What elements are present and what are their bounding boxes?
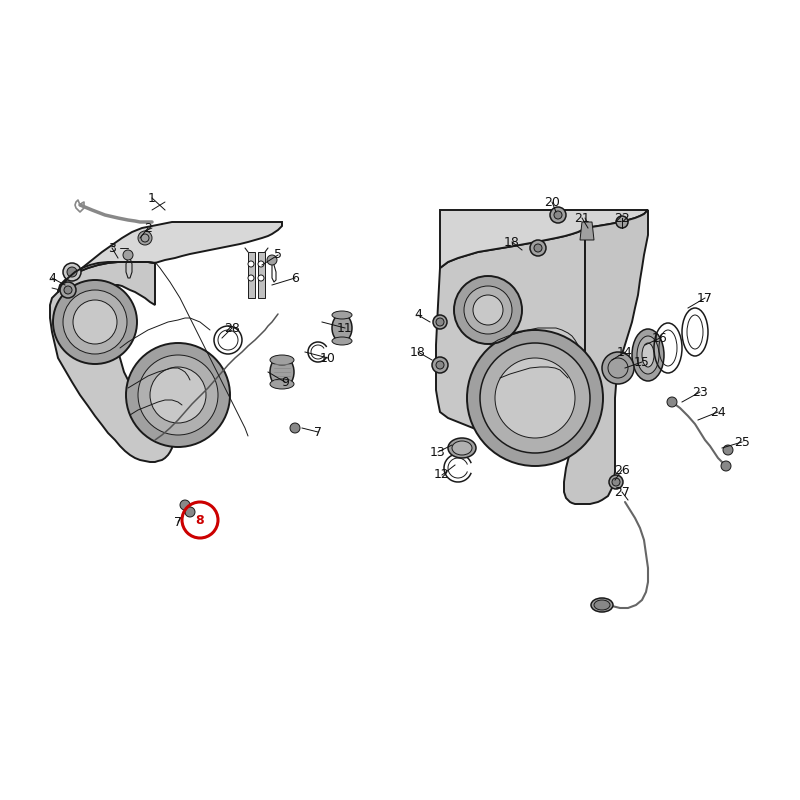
Circle shape [138, 231, 152, 245]
Circle shape [63, 290, 127, 354]
Ellipse shape [642, 343, 654, 367]
Circle shape [290, 423, 300, 433]
Circle shape [464, 286, 512, 334]
Text: 12: 12 [434, 469, 450, 482]
Text: 25: 25 [734, 435, 750, 449]
Circle shape [258, 261, 264, 267]
Polygon shape [440, 210, 648, 268]
Text: 21: 21 [574, 211, 590, 225]
Circle shape [602, 352, 634, 384]
Circle shape [495, 358, 575, 438]
Text: 8: 8 [196, 514, 204, 526]
Text: 13: 13 [430, 446, 446, 458]
Circle shape [67, 267, 77, 277]
Circle shape [436, 318, 444, 326]
Circle shape [126, 343, 230, 447]
Circle shape [534, 244, 542, 252]
Text: 23: 23 [692, 386, 708, 398]
Ellipse shape [448, 438, 476, 458]
Circle shape [721, 461, 731, 471]
Polygon shape [50, 262, 172, 462]
Ellipse shape [332, 311, 352, 319]
Text: 10: 10 [320, 351, 336, 365]
Circle shape [150, 367, 206, 423]
Text: 28: 28 [224, 322, 240, 334]
Text: 20: 20 [544, 195, 560, 209]
Circle shape [554, 211, 562, 219]
Text: 7: 7 [174, 515, 182, 529]
Ellipse shape [591, 598, 613, 612]
Polygon shape [436, 228, 585, 453]
Text: 22: 22 [614, 211, 630, 225]
Circle shape [467, 330, 603, 466]
Circle shape [480, 343, 590, 453]
Circle shape [550, 207, 566, 223]
Text: 5: 5 [274, 249, 282, 262]
Text: 9: 9 [281, 375, 289, 389]
Text: 7: 7 [314, 426, 322, 438]
Text: 15: 15 [634, 355, 650, 369]
Circle shape [473, 295, 503, 325]
Circle shape [667, 397, 677, 407]
Ellipse shape [594, 600, 610, 610]
Text: 18: 18 [410, 346, 426, 358]
Text: 4: 4 [414, 309, 422, 322]
Circle shape [64, 286, 72, 294]
Polygon shape [258, 252, 265, 298]
Text: 27: 27 [614, 486, 630, 498]
Polygon shape [248, 252, 255, 298]
Ellipse shape [270, 356, 294, 388]
Polygon shape [564, 210, 648, 504]
Text: 2: 2 [144, 222, 152, 234]
Circle shape [185, 507, 195, 517]
Text: 14: 14 [617, 346, 633, 358]
Circle shape [123, 250, 133, 260]
Circle shape [63, 263, 81, 281]
Ellipse shape [270, 379, 294, 389]
Circle shape [258, 275, 264, 281]
Circle shape [248, 261, 254, 267]
Text: 11: 11 [337, 322, 353, 334]
Ellipse shape [637, 336, 659, 374]
Circle shape [432, 357, 448, 373]
Ellipse shape [270, 355, 294, 365]
Circle shape [454, 276, 522, 344]
Polygon shape [58, 222, 282, 292]
Circle shape [530, 240, 546, 256]
Text: 1: 1 [148, 191, 156, 205]
Circle shape [723, 445, 733, 455]
Circle shape [180, 500, 190, 510]
Circle shape [60, 282, 76, 298]
Circle shape [436, 361, 444, 369]
Circle shape [138, 355, 218, 435]
Circle shape [248, 275, 254, 281]
Circle shape [267, 255, 277, 265]
Text: 3: 3 [108, 242, 116, 254]
Circle shape [433, 315, 447, 329]
Text: 6: 6 [291, 271, 299, 285]
Ellipse shape [332, 314, 352, 342]
Text: 4: 4 [48, 271, 56, 285]
Text: 16: 16 [652, 331, 668, 345]
Circle shape [609, 475, 623, 489]
Text: 26: 26 [614, 463, 630, 477]
Circle shape [73, 300, 117, 344]
Text: 24: 24 [710, 406, 726, 418]
Text: 18: 18 [504, 235, 520, 249]
Circle shape [53, 280, 137, 364]
Ellipse shape [452, 441, 472, 455]
Circle shape [612, 478, 620, 486]
Circle shape [616, 216, 628, 228]
Polygon shape [580, 222, 594, 240]
Text: 17: 17 [697, 291, 713, 305]
Ellipse shape [632, 329, 664, 381]
Ellipse shape [332, 337, 352, 345]
